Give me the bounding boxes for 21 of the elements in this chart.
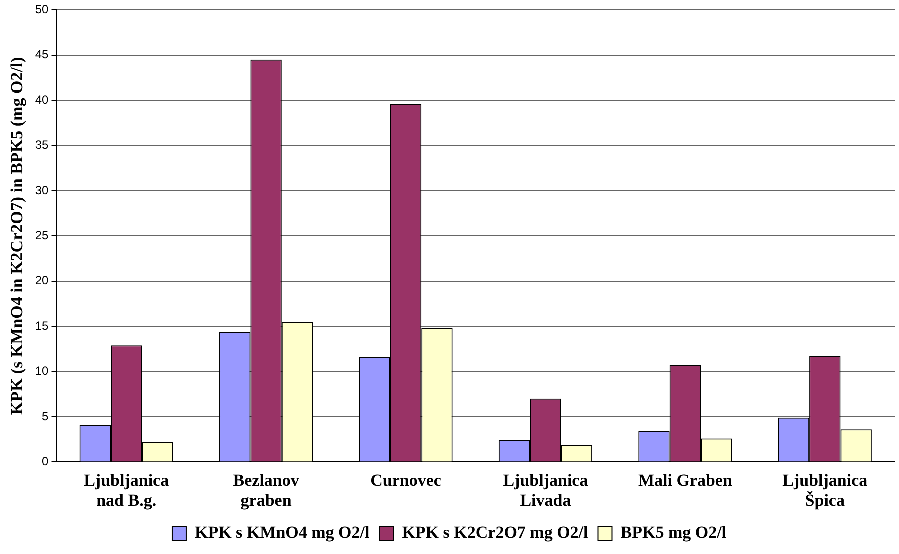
legend-label: KPK s K2Cr2O7 mg O2/l bbox=[402, 522, 589, 542]
y-tick-label: 0 bbox=[42, 454, 50, 469]
y-tick-label: 40 bbox=[35, 92, 50, 107]
y-tick-label: 20 bbox=[35, 274, 50, 288]
y-tick-label: 45 bbox=[35, 48, 50, 62]
x-tick-label: Mali Graben bbox=[638, 470, 733, 490]
y-tick-label: 25 bbox=[35, 228, 50, 243]
y-axis-title: KPK (s KMnO4 in K2Cr2O7) in BPK5 (mg O2/l) bbox=[8, 57, 27, 416]
y-tick-label: 35 bbox=[35, 138, 50, 152]
x-tick-label: Curnovec bbox=[370, 470, 442, 490]
x-tick-label: Ljubljanica Livada bbox=[503, 470, 589, 510]
x-tick-label: Ljubljanica Špica bbox=[782, 470, 868, 510]
x-tick-label: Ljubljanica nad B.g. bbox=[84, 470, 170, 510]
legend-label: BPK5 mg O2/l bbox=[620, 522, 727, 542]
y-tick-label: 30 bbox=[35, 183, 50, 198]
legend-label: KPK s KMnO4 mg O2/l bbox=[194, 522, 370, 542]
y-tick-label: 15 bbox=[35, 318, 50, 333]
y-tick-label: 50 bbox=[35, 2, 50, 17]
x-tick-label: Bezlanov graben bbox=[233, 470, 300, 510]
y-tick-label: 5 bbox=[42, 409, 50, 424]
y-tick-label: 10 bbox=[35, 364, 50, 378]
